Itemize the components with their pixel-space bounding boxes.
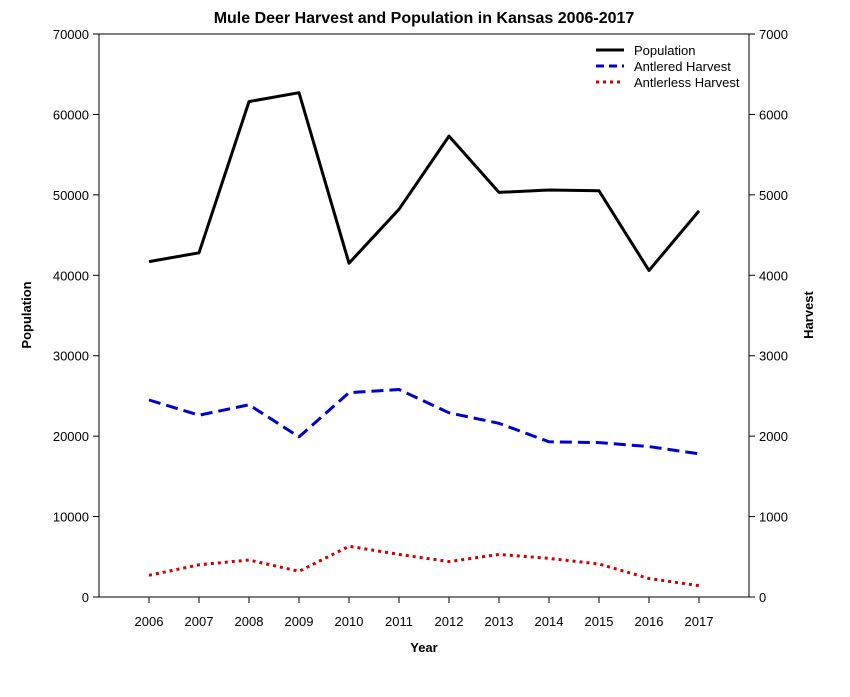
x-tick-label: 2016 xyxy=(635,614,664,629)
y-tick-label-right: 5000 xyxy=(759,188,788,203)
y-tick-label-right: 6000 xyxy=(759,107,788,122)
y-axis-title-left: Population xyxy=(19,281,34,348)
series-line-antlered-harvest xyxy=(148,388,700,456)
chart-title: Mule Deer Harvest and Population in Kans… xyxy=(214,10,635,27)
series-line-population xyxy=(148,91,701,272)
y-axis-title-right: Harvest xyxy=(801,290,816,338)
legend-label: Population xyxy=(634,43,695,58)
y-axis-left: 0 10000 20000 30000 40000 50000 60000 70000 xyxy=(53,27,99,605)
x-tick-label: 2006 xyxy=(135,614,164,629)
y-tick-label-right: 3000 xyxy=(759,349,788,364)
y-tick-label-left: 50000 xyxy=(53,188,89,203)
x-tick-label: 2014 xyxy=(535,614,564,629)
y-tick-label-right: 4000 xyxy=(759,268,788,283)
plot-frame xyxy=(98,33,750,598)
x-tick-label: 2017 xyxy=(685,614,714,629)
series-layer xyxy=(148,91,701,588)
x-tick-label: 2011 xyxy=(385,614,413,629)
x-tick-label: 2009 xyxy=(285,614,314,629)
x-tick-label: 2013 xyxy=(485,614,514,629)
x-tick-label: 2012 xyxy=(435,614,464,629)
legend-label: Antlered Harvest xyxy=(634,59,731,74)
y-tick-label-left: 0 xyxy=(82,590,89,605)
y-tick-label-left: 30000 xyxy=(53,349,89,364)
x-tick-label: 2015 xyxy=(585,614,614,629)
legend-label: Antlerless Harvest xyxy=(634,75,740,90)
x-axis-title: Year xyxy=(410,640,437,655)
x-tick-label: 2008 xyxy=(235,614,264,629)
y-tick-label-left: 10000 xyxy=(53,510,89,525)
y-tick-label-right: 2000 xyxy=(759,429,788,444)
y-tick-label-right: 1000 xyxy=(759,510,788,525)
y-tick-label-left: 20000 xyxy=(53,429,89,444)
series-line-antlerless-harvest xyxy=(148,544,700,588)
y-axis-right: 0 1000 2000 3000 4000 5000 6000 7000 xyxy=(749,27,788,605)
y-tick-label-right: 7000 xyxy=(759,27,788,42)
x-axis: 2006 2007 2008 2009 2010 2011 2012 2013 2014 2015… xyxy=(135,597,714,629)
x-tick-label: 2007 xyxy=(185,614,214,629)
x-tick-label: 2010 xyxy=(335,614,364,629)
y-tick-label-left: 70000 xyxy=(53,27,89,42)
y-tick-label-left: 40000 xyxy=(53,268,89,283)
y-tick-label-right: 0 xyxy=(759,590,766,605)
y-tick-label-left: 60000 xyxy=(53,107,89,122)
